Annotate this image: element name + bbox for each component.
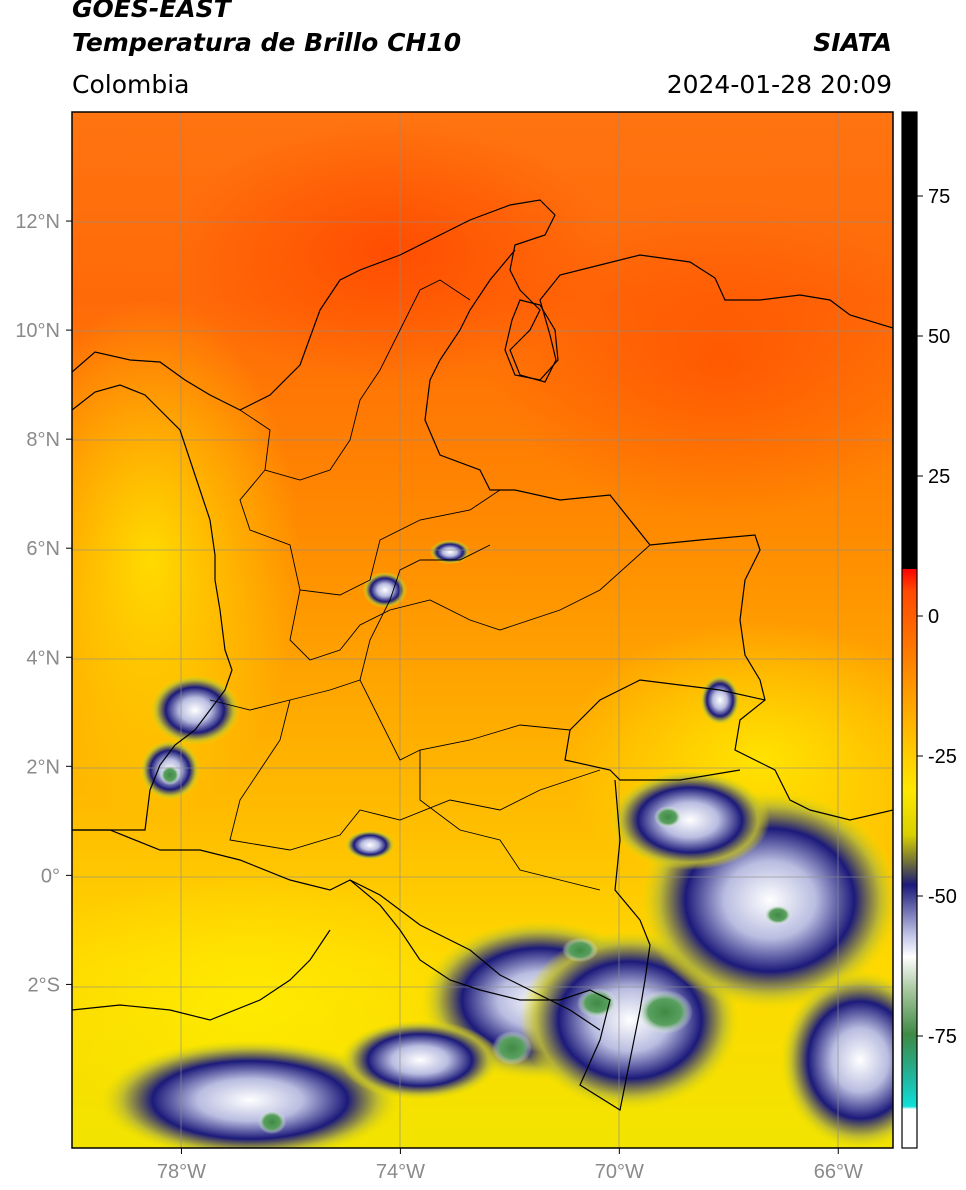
coastlines-borders [72,199,893,1111]
colorbar-gradient [902,569,917,1123]
lat-tick-label: 2°S [28,974,60,996]
timestamp-label: 2024-01-28 20:09 [666,70,892,99]
brightness-temperature-field [72,112,893,1148]
colorbar-white-segment [902,1122,917,1148]
lat-tick-label: 6°N [26,538,60,560]
lon-tick-label: 78°W [157,1161,206,1183]
caribbean-coastline [72,199,893,411]
lon-tick-label: 70°W [595,1161,644,1183]
lat-tick-label: 2°N [26,756,60,778]
internal-departments [209,279,651,891]
organization-label: SIATA [813,28,892,57]
lat-tick-label: 12°N [15,211,60,233]
colorbar: 75 50 25 0 -25 -50 -75 [901,111,957,1149]
colorbar-tick-label: -25 [928,746,957,768]
colombia-brazil-border [349,679,766,1111]
map-frame [71,111,894,1149]
colorbar-frame [901,111,918,1149]
region-label: Colombia [72,70,190,99]
colorbar-tick-label: 0 [928,606,939,628]
lon-tick-label: 66°W [814,1161,863,1183]
colorbar-tick-label: -50 [928,886,957,908]
ecuador-coast [72,829,601,1031]
pacific-coastline [72,384,233,831]
lon-tick-label: 74°W [376,1161,425,1183]
peru-border [72,929,331,1021]
lat-tick-label: 4°N [26,647,60,669]
colorbar-tick-label: 25 [928,466,950,488]
satellite-title: GOES-EAST [72,0,231,23]
lat-tick-label: 8°N [26,429,60,451]
latitude-tick-labels: 12°N 10°N 8°N 6°N 4°N 2°N 0° 2°S [15,211,72,996]
product-title: Temperatura de Brillo CH10 [72,28,462,57]
colorbar-tick-label: 75 [928,186,950,208]
venezuela-colombia-border [424,249,893,821]
lat-tick-label: 10°N [15,320,60,342]
lat-tick-label: 0° [41,865,60,887]
colorbar-tick-label: 50 [928,326,950,348]
colorbar-tick-label: -75 [928,1026,957,1048]
longitude-tick-labels: 78°W 74°W 70°W 66°W [157,1148,863,1183]
lake-maracaibo [504,299,559,381]
colorbar-black-segment [902,112,917,570]
